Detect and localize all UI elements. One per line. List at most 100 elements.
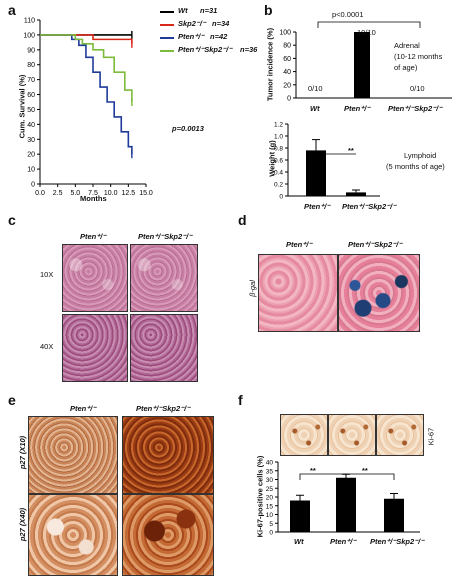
panel-b-bnote-line2: (5 months of age)	[386, 162, 445, 171]
panel-b-bottom-bar-1	[346, 192, 366, 196]
panel-b-top-ytick-label: 100	[279, 30, 291, 37]
panel-b-note-line2: (10-12 months	[394, 52, 443, 61]
legend-label-pten: Pten⁺/⁻	[178, 32, 205, 41]
legend-n-wt: n=31	[200, 6, 218, 15]
panel-f-ytick-label: 15	[266, 503, 274, 510]
panel-f-bar-0	[290, 500, 310, 532]
panel-b-bnote-line1: Lymphoid	[404, 151, 437, 160]
panel-b-top-bar-1	[354, 32, 370, 98]
panel-a-xlabel: Months	[80, 194, 107, 203]
panel-f-sig2: **	[362, 466, 368, 475]
panel-b-pvalue: p<0.0001	[332, 10, 364, 19]
panel-a-ytick-label: 90	[27, 47, 35, 54]
panel-d-row: β-gal	[247, 280, 257, 297]
panel-f-ytick-label: 5	[269, 521, 273, 528]
panel-a-xtick-label: 5.0	[70, 190, 80, 197]
panel-c-he-40x-pten-skp2	[130, 314, 198, 382]
panel-label-c: c	[8, 212, 16, 228]
panel-a-pvalue: p=0.0013	[172, 124, 204, 133]
legend-item-skp2: Skp2⁻/⁻ n=34	[160, 19, 260, 32]
panel-f-ytick-label: 10	[266, 512, 274, 519]
panel-label-f: f	[238, 392, 243, 408]
panel-a-ytick-label: 70	[27, 77, 35, 84]
panel-b-bottom-bar-0	[306, 150, 326, 196]
panel-f-ki67-pten	[328, 414, 376, 456]
panel-e-row2: p27 (X40)	[18, 507, 28, 542]
panel-f-cat-3: Pten⁺/⁻Skp2⁻/⁻	[370, 537, 425, 546]
panel-b-top-ylabel-wrap: Tumor incidence (%)	[258, 20, 278, 110]
panel-f-sig1: **	[310, 466, 316, 475]
panel-f-ki67-pten-skp2	[376, 414, 424, 456]
panel-b-sig: **	[348, 146, 354, 155]
panel-f-ytick-label: 20	[266, 495, 274, 502]
panel-b-bottom-note: Lymphoid (5 months of age)	[386, 150, 445, 172]
legend-label-pten-skp2: Pten⁺/⁻Skp2⁻/⁻	[178, 45, 233, 54]
panel-b-top-ytick-label: 40	[283, 69, 291, 76]
legend-label-skp2: Skp2⁻/⁻	[178, 19, 206, 28]
legend-n-pten: n=42	[210, 32, 228, 41]
panel-a-ylabel: Cum. Survival (%)	[17, 74, 27, 139]
panel-b-bottom-ytick-label: 1.2	[274, 122, 283, 129]
panel-d-bgal-pten-skp2	[338, 254, 420, 332]
panel-e-row1: p27 (X10)	[18, 435, 28, 470]
panel-f-ytick-label: 25	[266, 486, 274, 493]
panel-a-ytick-label: 20	[27, 152, 35, 159]
panel-d-col2: Pten⁺/⁻Skp2⁻/⁻	[348, 240, 403, 249]
panel-a-ytick-label: 60	[27, 92, 35, 99]
panel-a-xtick-label: 15.0	[139, 190, 153, 197]
panel-a-series-1	[40, 34, 133, 44]
panel-b-bottom-ylabel: Weight (g)	[267, 140, 277, 177]
panel-f-ylabel-wrap: Ki-67-positive cells (%)	[250, 448, 270, 548]
panel-b-bottom-ytick-label: 1.0	[274, 134, 283, 141]
panel-label-e: e	[8, 392, 16, 408]
panel-a-ytick-label: 110	[24, 18, 35, 25]
panel-f-ki67-wt	[280, 414, 328, 456]
panel-f-cat-1: Wt	[294, 537, 304, 546]
panel-e-col1: Pten⁺/⁻	[70, 404, 97, 413]
panel-a-legend: Wt n=31 Skp2⁻/⁻ n=34 Pten⁺/⁻ n=42 Pten⁺/…	[160, 6, 260, 58]
panel-b-note-line1: Adrenal	[394, 41, 420, 50]
panel-c-col1: Pten⁺/⁻	[80, 232, 107, 241]
panel-b-top-ytick-label: 80	[283, 43, 291, 50]
panel-a-ytick-label: 30	[27, 137, 35, 144]
panel-c-he-10x-pten-skp2	[130, 244, 198, 312]
panel-f-ytick-label: 35	[266, 468, 274, 475]
legend-item-pten: Pten⁺/⁻ n=42	[160, 32, 260, 45]
panel-b-top-ytick-label: 20	[283, 82, 291, 89]
panel-a-ytick-label: 40	[27, 122, 35, 129]
panel-d-col1: Pten⁺/⁻	[286, 240, 313, 249]
panel-c-row2: 40X	[40, 342, 54, 351]
panel-f-bar-2	[384, 498, 404, 532]
panel-b-bottom-ytick-label: 0.4	[274, 170, 283, 177]
panel-c-he-10x-pten	[62, 244, 128, 312]
panel-e-p27-x40-pten	[28, 494, 118, 576]
panel-a-ytick-label: 10	[27, 167, 35, 174]
panel-b-count-3: 0/10	[410, 84, 425, 93]
panel-b-note-line3: of age)	[394, 63, 418, 72]
panel-a-xtick-label: 2.5	[53, 190, 63, 197]
panel-e-col2: Pten⁺/⁻Skp2⁻/⁻	[136, 404, 191, 413]
panel-f-stain: Ki-67	[426, 427, 436, 446]
panel-f-ytick-label: 40	[266, 460, 274, 467]
panel-f-bracket-2	[345, 473, 395, 480]
legend-n-skp2: n=34	[212, 19, 230, 28]
panel-label-d: d	[238, 212, 247, 228]
panel-b-cat-1: Wt	[310, 104, 320, 113]
panel-f-ytick-label: 30	[266, 477, 274, 484]
panel-b-bcat-2: Pten⁺/⁻Skp2⁻/⁻	[342, 202, 397, 211]
panel-b-bottom-ytick-label: 0.8	[274, 146, 283, 153]
panel-b-top-ytick-label: 0	[287, 96, 291, 103]
panel-e-p27-x10-pten-skp2	[122, 416, 214, 494]
panel-a-xtick-label: 12.5	[122, 190, 136, 197]
panel-a-series-2	[40, 34, 133, 155]
panel-label-b: b	[264, 2, 273, 18]
panel-b-count-1: 0/10	[308, 84, 323, 93]
panel-a-ytick-label: 50	[27, 107, 35, 114]
legend-swatch-skp2	[160, 24, 174, 26]
panel-e-p27-x10-pten	[28, 416, 118, 494]
panel-b-bcat-1: Pten⁺/⁻	[304, 202, 331, 211]
panel-a-ytick-label: 100	[23, 32, 35, 39]
panel-b-top-ytick-label: 60	[283, 56, 291, 63]
panel-a-ytick-label: 80	[27, 62, 35, 69]
